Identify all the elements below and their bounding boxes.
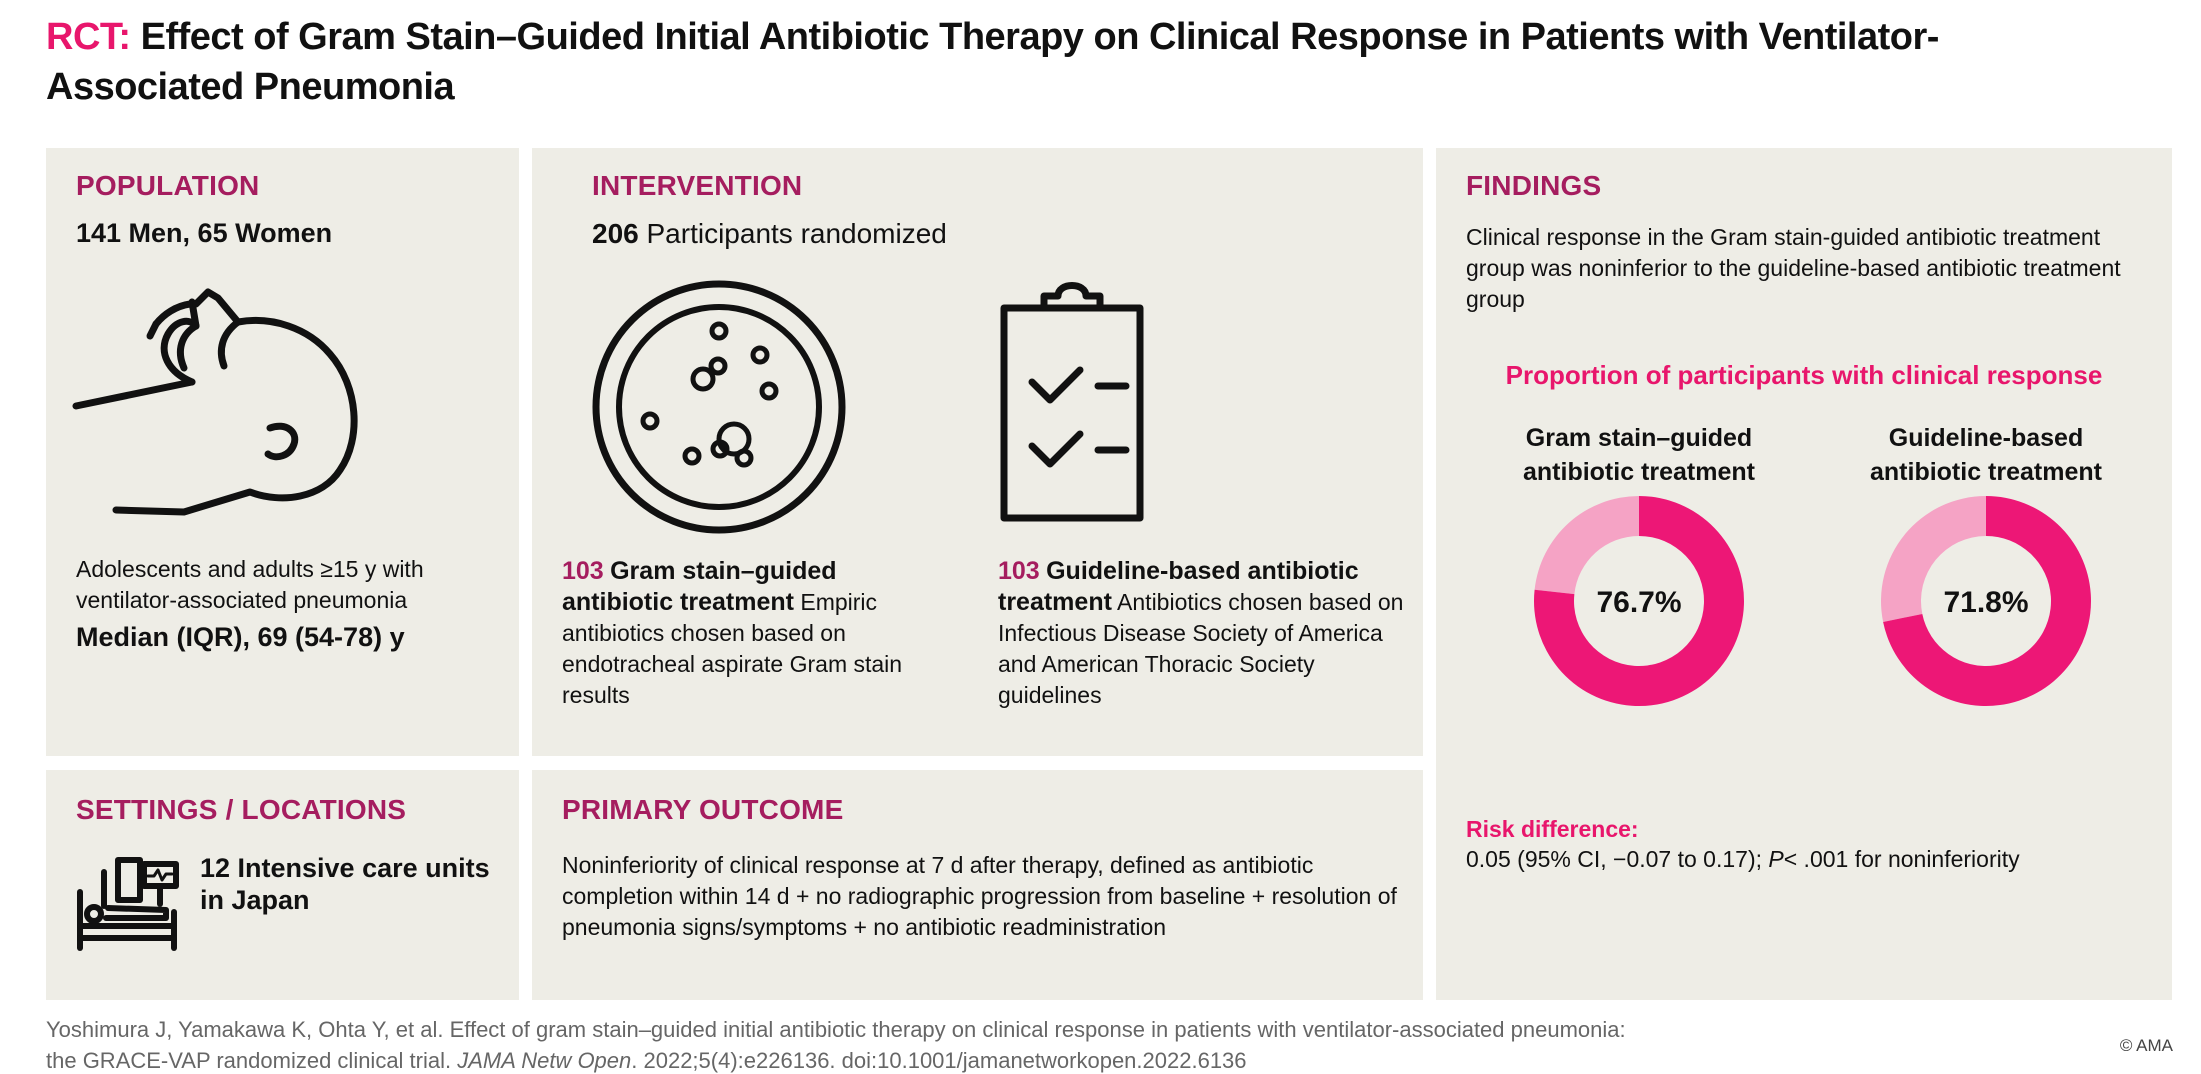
arm2-count: 103: [998, 557, 1040, 585]
series-name-line1: Guideline-based: [1889, 424, 2083, 452]
population-counts: 141 Men, 65 Women: [76, 218, 333, 248]
petri-dish-icon: [592, 280, 846, 534]
title-text: Effect of Gram Stain–Guided Initial Anti…: [46, 16, 1939, 108]
intervention-heading: INTERVENTION: [592, 170, 803, 201]
clipboard-checklist-icon: [1000, 282, 1144, 522]
slice-value-label: 71.8%: [1943, 586, 2028, 619]
citation-line3: . 2022;5(4):e226136. doi:10.1001/jamanet…: [631, 1048, 1247, 1073]
series-name-line2: antibiotic treatment: [1523, 458, 1756, 486]
arm1-desc: Empiric antibiotics chosen based on endo…: [562, 589, 903, 708]
population-panel: POPULATION 141 Men, 65 Women Adolescents…: [46, 148, 519, 756]
outcome-panel: PRIMARY OUTCOME Noninferiority of clinic…: [532, 770, 1423, 1000]
findings-heading: FINDINGS: [1466, 170, 1602, 201]
settings-panel: SETTINGS / LOCATIONS 12 Intensive care u…: [46, 770, 519, 1000]
response-donut-chart: Proportion of participants with clinical…: [1506, 360, 2103, 706]
chart-title: Proportion of participants with clinical…: [1506, 360, 2103, 390]
response-slice: [1883, 496, 2091, 706]
no-response-slice: [1881, 496, 1986, 622]
patient-ventilator-icon: [72, 288, 358, 516]
series-name-line2: antibiotic treatment: [1870, 458, 2103, 486]
citation-journal: JAMA Netw Open: [457, 1048, 632, 1073]
risk-value-p: P: [1768, 846, 1784, 872]
series-name-line1: Gram stain–guided: [1526, 424, 1752, 452]
intervention-panel: INTERVENTION 206 Participants randomized: [532, 148, 1423, 756]
outcome-text: Noninferiority of clinical response at 7…: [562, 852, 1397, 940]
response-slice: [1534, 496, 1744, 706]
settings-heading: SETTINGS / LOCATIONS: [76, 794, 407, 825]
arm1-count: 103: [562, 557, 604, 585]
citation: Yoshimura J, Yamakawa K, Ohta Y, et al. …: [46, 1014, 1896, 1074]
population-heading: POPULATION: [76, 170, 260, 201]
copyright: © AMA: [2119, 1036, 2173, 1055]
risk-value-suffix: < .001 for noninferiority: [1783, 846, 2020, 872]
arm1-name: Gram stain–guided antibiotic treatment: [562, 557, 837, 616]
randomized-count: 206: [592, 218, 639, 249]
icu-bed-icon: [77, 857, 179, 951]
citation-line2: the GRACE-VAP randomized clinical trial.: [46, 1048, 458, 1073]
findings-summary: Clinical response in the Gram stain-guid…: [1466, 224, 2121, 312]
findings-panel: FINDINGS Clinical response in the Gram s…: [1436, 148, 2172, 1000]
population-age: Median (IQR), 69 (54-78) y: [76, 622, 405, 652]
risk-value-prefix: 0.05 (95% CI, −0.07 to 0.17);: [1466, 846, 1769, 872]
risk-value: 0.05 (95% CI, −0.07 to 0.17); P< .001 fo…: [1466, 844, 2156, 875]
slice-value-label: 76.7%: [1596, 586, 1681, 619]
risk-label: Risk difference:: [1466, 816, 1639, 842]
randomized-line: 206 Participants randomized: [592, 218, 947, 249]
population-description: Adolescents and adults ≥15 y with ventil…: [76, 556, 424, 613]
arm2-name: Guideline-based antibiotic treatment: [998, 557, 1359, 616]
outcome-heading: PRIMARY OUTCOME: [562, 794, 844, 825]
arm2-block: 103 Guideline-based antibiotic treatment…: [998, 556, 1410, 711]
page-title: RCT: Effect of Gram Stain–Guided Initial…: [46, 12, 1946, 112]
arm2-desc: Antibiotics chosen based on Infectious D…: [998, 589, 1404, 708]
settings-text: 12 Intensive care units in Japan: [200, 853, 490, 915]
citation-line1: Yoshimura J, Yamakawa K, Ohta Y, et al. …: [46, 1017, 1626, 1042]
title-tag: RCT:: [46, 16, 131, 58]
no-response-slice: [1534, 496, 1639, 595]
randomized-label: Participants randomized: [646, 218, 947, 249]
arm1-block: 103 Gram stain–guided antibiotic treatme…: [562, 556, 942, 711]
